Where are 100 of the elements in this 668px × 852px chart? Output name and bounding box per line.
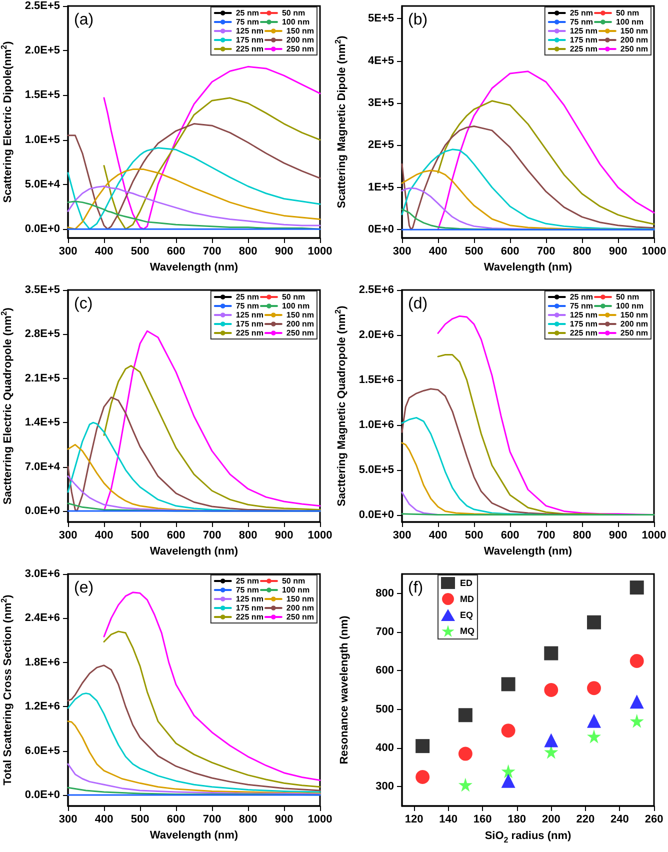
chart-title: (f): [408, 580, 424, 596]
x-tick-label: 180: [508, 814, 526, 826]
x-tick-label: 500: [130, 246, 150, 258]
x-axis-title: Wavelength (nm): [150, 545, 238, 558]
x-tick-label: 1000: [642, 530, 666, 542]
y-tick-label: 6.0E+5: [24, 744, 60, 757]
y-tick-label: 3.5E+5: [24, 284, 60, 296]
chart-title: (d): [408, 296, 428, 312]
legend-label: 225 nm: [570, 44, 598, 54]
y-tick-label: 1.2E+6: [24, 700, 60, 713]
y-tick-label: 2.4E+6: [24, 612, 60, 624]
y-tick-label: 3.0E+6: [24, 568, 60, 580]
legend-label: 250 nm: [286, 612, 314, 622]
legend-label: 25 nm: [570, 292, 593, 302]
x-tick-label: 600: [166, 814, 186, 826]
y-tick-label: 0.0E+0: [24, 223, 60, 236]
legend-label: 175 nm: [570, 36, 598, 44]
legend-label: 125 nm: [236, 594, 264, 604]
legend-label: 225 nm: [236, 44, 264, 54]
y-tick-label: 1.0E+6: [358, 418, 394, 431]
legend-label: 175 nm: [236, 320, 264, 328]
legend-label: 250 nm: [286, 328, 314, 338]
x-axis-title: Wavelength (nm): [150, 829, 238, 842]
legend-label: 75 nm: [236, 302, 259, 310]
y-tick-label: 2.0E+5: [24, 44, 60, 57]
legend-label: 175 nm: [236, 604, 264, 612]
x-tick-label: 400: [94, 814, 114, 826]
legend-label: 50 nm: [616, 8, 640, 18]
x-tick-label: 200: [542, 814, 560, 826]
legend-label: 100 nm: [616, 18, 644, 26]
x-tick-label: 900: [274, 246, 294, 258]
x-tick-label: 300: [392, 530, 412, 542]
x-tick-label: 1000: [642, 246, 666, 258]
y-tick-label: 600: [376, 664, 394, 677]
x-tick-label: 800: [238, 246, 258, 258]
x-tick-label: 140: [439, 814, 458, 826]
x-tick-label: 400: [428, 246, 448, 258]
legend-label: 75 nm: [236, 18, 259, 26]
legend-label: 250 nm: [620, 328, 648, 338]
y-tick-label: 2.5E+5: [24, 0, 60, 12]
x-tick-label: 260: [644, 814, 664, 826]
x-tick-label: 700: [202, 246, 222, 258]
x-tick-label: 300: [58, 246, 78, 258]
legend-label: 25 nm: [236, 8, 259, 18]
x-tick-label: 700: [202, 814, 222, 826]
x-tick-label: 220: [576, 814, 595, 826]
y-tick-label: 1.8E+6: [24, 656, 60, 668]
legend-label: 175 nm: [570, 320, 598, 328]
x-tick-label: 800: [238, 530, 258, 542]
x-tick-label: 500: [130, 530, 150, 542]
y-tick-label: 0.0E+0: [24, 788, 60, 801]
legend-label: 125 nm: [570, 310, 598, 320]
x-tick-label: 900: [608, 246, 628, 258]
x-tick-label: 800: [572, 530, 592, 542]
x-tick-label: 240: [610, 814, 629, 826]
legend-label: 100 nm: [282, 302, 310, 310]
legend-label: 25 nm: [236, 292, 259, 302]
y-tick-label: 1.4E+5: [24, 416, 60, 429]
y-tick-label: 5E+5: [368, 12, 394, 25]
y-axis-title: Scattering Magnetic Dipole (nm2): [334, 35, 348, 208]
y-tick-label: 2.8E+5: [24, 328, 60, 340]
y-tick-label: 0E+0: [368, 224, 394, 236]
y-tick-label: 300: [376, 780, 394, 793]
x-tick-label: 700: [202, 530, 222, 542]
legend-label: MD: [460, 594, 474, 604]
x-tick-label: 300: [392, 246, 412, 258]
legend-label: 75 nm: [570, 18, 593, 26]
x-tick-label: 1000: [308, 530, 332, 542]
x-tick-label: 500: [464, 246, 484, 258]
x-tick-label: 800: [572, 246, 592, 258]
x-tick-label: 900: [274, 530, 294, 542]
legend-label: MQ: [460, 626, 474, 636]
legend-label: EQ: [460, 610, 474, 620]
legend-label: 150 nm: [286, 26, 314, 36]
y-tick-label: 1.0E+5: [24, 134, 60, 146]
legend-label: 50 nm: [616, 292, 640, 302]
x-tick-label: 400: [94, 530, 114, 542]
y-tick-label: 0.0E+0: [358, 508, 394, 521]
y-tick-label: 1.5E+6: [358, 374, 394, 386]
legend-label: 200 nm: [620, 36, 648, 44]
x-tick-label: 500: [130, 814, 150, 826]
y-tick-label: 2.0E+6: [358, 328, 394, 341]
legend-label: 200 nm: [286, 320, 314, 328]
x-axis-title: Wavelength (nm): [484, 261, 572, 274]
y-tick-label: 400: [376, 742, 394, 754]
legend-label: 175 nm: [236, 36, 264, 44]
legend-label: 225 nm: [236, 328, 264, 338]
y-tick-label: 500: [376, 703, 394, 716]
legend-label: 225 nm: [236, 612, 264, 622]
chart-title: (b): [408, 12, 428, 28]
chart-title: (e): [74, 580, 94, 596]
legend-label: 200 nm: [286, 604, 314, 612]
legend-label: 75 nm: [236, 586, 259, 594]
x-tick-label: 800: [238, 814, 258, 826]
y-tick-label: 800: [376, 587, 394, 600]
legend-label: 150 nm: [286, 594, 314, 604]
legend-label: 100 nm: [616, 302, 644, 310]
y-tick-label: 5.0E+5: [358, 464, 394, 476]
legend-label: 200 nm: [286, 36, 314, 44]
y-tick-label: 0.0E+0: [24, 504, 60, 517]
